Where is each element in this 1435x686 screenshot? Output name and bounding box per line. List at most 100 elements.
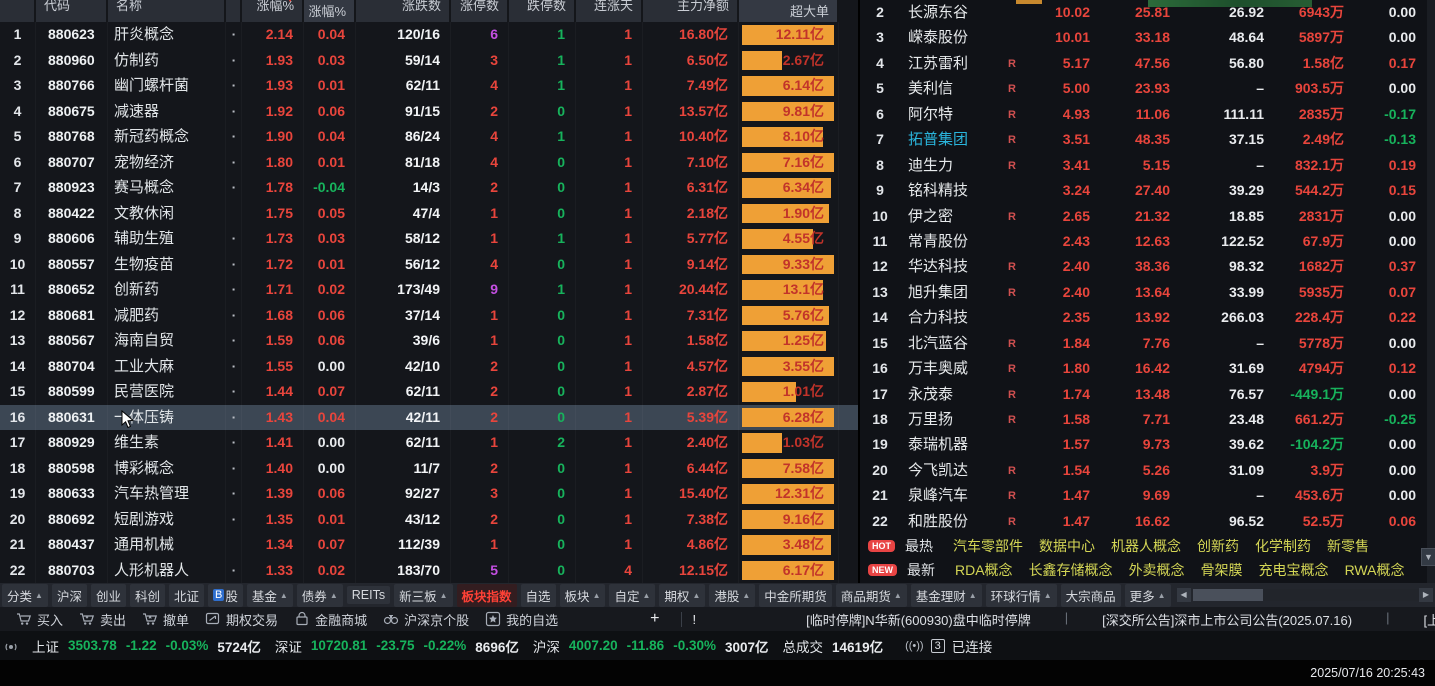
table-row[interactable]: 18 万里扬 R 1.58 7.71 23.48 661.2万 -0.25 (860, 407, 1427, 432)
sector-link[interactable]: 化学制药 (1255, 538, 1311, 555)
table-row[interactable]: 11 880652 创新药 ▪ 1.71 0.02 173/49 9 1 1 20.44亿 13.1亿 (0, 277, 858, 303)
table-row[interactable]: 19 880633 汽车热管理 ▪ 1.39 0.06 92/27 3 0 1 15.40亿 12.3… (0, 481, 858, 507)
table-row[interactable]: 8 880422 文教休闲 1.75 0.05 47/4 1 0 1 2.18亿 1.90亿 (0, 201, 858, 227)
table-row[interactable]: 8 迪生力 R 3.41 5.15 – 832.1万 0.19 (860, 153, 1427, 178)
sector-link[interactable]: 骨架膜 (1200, 562, 1243, 579)
table-row[interactable]: 5 美利信 R 5.00 23.93 – 903.5万 0.00 (860, 76, 1427, 101)
add-panel-button[interactable]: + (650, 610, 660, 627)
column-header[interactable] (226, 0, 242, 22)
sector-link[interactable]: 新零售 (1327, 538, 1369, 555)
market-tab[interactable]: 自定 ▲ (609, 583, 656, 607)
table-row[interactable]: 20 今飞凯达 R 1.54 5.26 31.09 3.9万 0.00 (860, 458, 1427, 483)
table-row[interactable]: 11 常青股份 2.43 12.63 122.52 67.9万 0.00 (860, 229, 1427, 254)
table-row[interactable]: 17 永茂泰 R 1.74 13.48 76.57 -449.1万 0.00 (860, 382, 1427, 407)
table-row[interactable]: 3 880766 幽门螺杆菌 ▪ 1.93 0.01 62/11 4 1 1 7.49亿 6.14亿 (0, 73, 858, 99)
scroll-track[interactable] (1262, 589, 1419, 601)
toolbar-button[interactable]: 卖出 (79, 610, 126, 629)
market-tab[interactable]: 板块 ▲ (559, 583, 606, 607)
table-row[interactable]: 22 和胜股份 R 1.47 16.62 96.52 52.5万 0.06 (860, 509, 1427, 534)
toolbar-button[interactable]: 撤单 (142, 610, 189, 629)
table-row[interactable]: 14 合力科技 2.35 13.92 266.03 228.4万 0.22 (860, 305, 1427, 330)
table-row[interactable]: 19 泰瑞机器 1.57 9.73 39.62 -104.2万 0.00 (860, 432, 1427, 457)
market-tab[interactable]: 科创 (129, 583, 165, 607)
table-row[interactable]: 18 880598 博彩概念 ▪ 1.40 0.00 11/7 2 0 1 6.44亿 7.58亿 (0, 456, 858, 482)
table-row[interactable]: 13 旭升集团 R 2.40 13.64 33.99 5935万 0.07 (860, 280, 1427, 305)
market-tab[interactable]: 新三板 ▲ (394, 583, 453, 607)
table-row[interactable]: 10 伊之密 R 2.65 21.32 18.85 2831万 0.00 (860, 204, 1427, 229)
table-row[interactable]: 7 拓普集团 R 3.51 48.35 37.15 2.49亿 -0.13 (860, 127, 1427, 152)
toolbar-button[interactable]: 沪深京个股 (383, 610, 469, 629)
sector-link[interactable]: 外卖概念 (1128, 562, 1185, 579)
market-tab[interactable]: 中金所期货 (759, 583, 832, 607)
table-row[interactable]: 16 万丰奥威 R 1.80 16.42 31.69 4794万 0.12 (860, 356, 1427, 381)
table-row[interactable]: 4 江苏雷利 R 5.17 47.56 56.80 1.58亿 0.17 (860, 51, 1427, 76)
market-tab[interactable]: 债券 ▲ (296, 583, 343, 607)
table-row[interactable]: 21 880437 通用机械 1.34 0.07 112/39 1 0 1 4.86亿 3.48亿 (0, 532, 858, 558)
scroll-right-icon[interactable]: ▶ (1419, 588, 1433, 602)
table-row[interactable]: 6 阿尔特 R 4.93 11.06 111.11 2835万 -0.17 (860, 102, 1427, 127)
column-header[interactable]: 涨停数 (451, 0, 509, 22)
market-tab[interactable]: 沪深 (51, 583, 87, 607)
market-tab[interactable]: 分类 ▲ (2, 583, 48, 607)
column-header[interactable] (0, 0, 36, 22)
sector-link[interactable]: 充电宝概念 (1258, 562, 1329, 579)
table-row[interactable]: 2 880960 仿制药 ▪ 1.93 0.03 59/14 3 1 1 6.50亿 2.67亿 (0, 48, 858, 74)
table-row[interactable]: 17 880929 维生素 ▪ 1.41 0.00 62/11 1 2 1 2.40亿 1.03亿 (0, 430, 858, 456)
news-item[interactable]: [临时停牌]N华新(600930)盘中临时停牌 (806, 612, 1031, 628)
market-tab[interactable]: 基金 ▲ (246, 583, 293, 607)
table-row[interactable]: 16 880631 一体压铸 ▪ 1.43 0.04 42/11 2 0 1 5.39亿 6.28亿 (0, 404, 858, 430)
sector-link[interactable]: 长鑫存储概念 (1028, 562, 1113, 579)
tabs-scrollbar[interactable]: ◀ ▶ (1176, 587, 1433, 603)
table-row[interactable]: 12 华达科技 R 2.40 38.36 98.32 1682万 0.37 (860, 254, 1427, 279)
market-tab[interactable]: 港股 ▲ (709, 583, 756, 607)
column-header[interactable]: 名称 (108, 0, 226, 22)
news-item[interactable]: [深交所公告]深市上市公司公告(2025.07.16) (1102, 612, 1353, 628)
sector-link[interactable]: 数据中心 (1039, 538, 1095, 555)
column-header[interactable]: 跌停数 (509, 0, 576, 22)
column-header[interactable]: 超大单 (739, 0, 839, 22)
table-row[interactable]: 14 880704 工业大麻 ▪ 1.55 0.00 42/10 2 0 1 4.57亿 3.55亿 (0, 354, 858, 380)
column-header[interactable]: 代码 (36, 0, 108, 22)
table-row[interactable]: 4 880675 减速器 ▪ 1.92 0.06 91/15 2 0 1 13.57亿 9.81亿 (0, 99, 858, 125)
market-tab[interactable]: 自选 (520, 583, 556, 607)
news-item[interactable]: [上交所公告] (1423, 612, 1435, 628)
table-row[interactable]: 6 880707 宠物经济 ▪ 1.80 0.01 81/18 4 0 1 7.10亿 7.16亿 (0, 150, 858, 176)
column-header[interactable]: 涨幅%▼ (242, 0, 304, 22)
scroll-left-icon[interactable]: ◀ (1176, 588, 1191, 602)
market-tab[interactable]: 更多 ▲ (1124, 583, 1171, 607)
market-tab[interactable]: 基金理财 ▲ (910, 583, 982, 607)
sector-link[interactable]: 机器人概念 (1111, 538, 1181, 555)
toolbar-button[interactable]: 金融商城 (294, 610, 367, 629)
table-row[interactable]: 21 泉峰汽车 R 1.47 9.69 – 453.6万 0.00 (860, 483, 1427, 508)
column-header[interactable]: 涨幅% (304, 0, 356, 22)
market-tab[interactable]: 期权 ▲ (659, 583, 706, 607)
sector-link[interactable]: RDA概念 (955, 562, 1013, 579)
table-row[interactable]: 5 880768 新冠药概念 ▪ 1.90 0.04 86/24 4 1 1 10.40亿 8.10亿 (0, 124, 858, 150)
toolbar-button[interactable]: 买入 (16, 610, 63, 629)
right-scrollbar[interactable]: ▼ (1421, 0, 1435, 583)
table-row[interactable]: 22 880703 人形机器人 ▪ 1.33 0.02 183/70 5 0 4 12.15亿 6.1… (0, 558, 858, 584)
sector-link[interactable]: 汽车零部件 (953, 538, 1023, 555)
table-row[interactable]: 15 北汽蓝谷 R 1.84 7.76 – 5778万 0.00 (860, 331, 1427, 356)
sector-link[interactable]: RWA概念 (1344, 562, 1405, 579)
toolbar-button[interactable]: 我的自选 (485, 610, 558, 629)
market-tab[interactable]: 北证 (168, 583, 204, 607)
column-header[interactable]: 连涨天 (576, 0, 643, 22)
column-header[interactable]: 主力净额 (643, 0, 739, 22)
table-row[interactable]: 20 880692 短剧游戏 ▪ 1.35 0.01 43/12 2 0 1 7.38亿 9.16亿 (0, 507, 858, 533)
table-row[interactable]: 1 880623 肝炎概念 ▪ 2.14 0.04 120/16 6 1 1 16.80亿 12.11… (0, 22, 858, 48)
table-row[interactable]: 10 880557 生物疫苗 ▪ 1.72 0.01 56/12 4 0 1 9.14亿 9.33亿 (0, 252, 858, 278)
table-row[interactable]: 9 880606 辅助生殖 ▪ 1.73 0.03 58/12 1 1 1 5.77亿 4.55亿 (0, 226, 858, 252)
table-row[interactable]: 2 长源东谷 10.02 25.81 26.92 6943万 0.00 (860, 0, 1427, 25)
table-row[interactable]: 7 880923 赛马概念 ▪ 1.78 -0.04 14/3 2 0 1 6.31亿 6.34亿 (0, 175, 858, 201)
table-row[interactable]: 15 880599 民营医院 ▪ 1.44 0.07 62/11 2 0 1 2.87亿 1.01亿 (0, 379, 858, 405)
sector-link[interactable]: 创新药 (1197, 538, 1239, 555)
toolbar-button[interactable]: 期权交易 (205, 610, 278, 629)
table-row[interactable]: 3 嵘泰股份 10.01 33.18 48.64 5897万 0.00 (860, 25, 1427, 50)
market-tab[interactable]: 大宗商品 (1060, 583, 1121, 607)
table-row[interactable]: 9 铭科精技 3.24 27.40 39.29 544.2万 0.15 (860, 178, 1427, 203)
table-row[interactable]: 13 880567 海南自贸 ▪ 1.59 0.06 39/6 1 0 1 1.58亿 1.25亿 (0, 328, 858, 354)
market-tab[interactable]: REITs (346, 586, 391, 604)
market-tab[interactable]: 环球行情 ▲ (985, 583, 1057, 607)
